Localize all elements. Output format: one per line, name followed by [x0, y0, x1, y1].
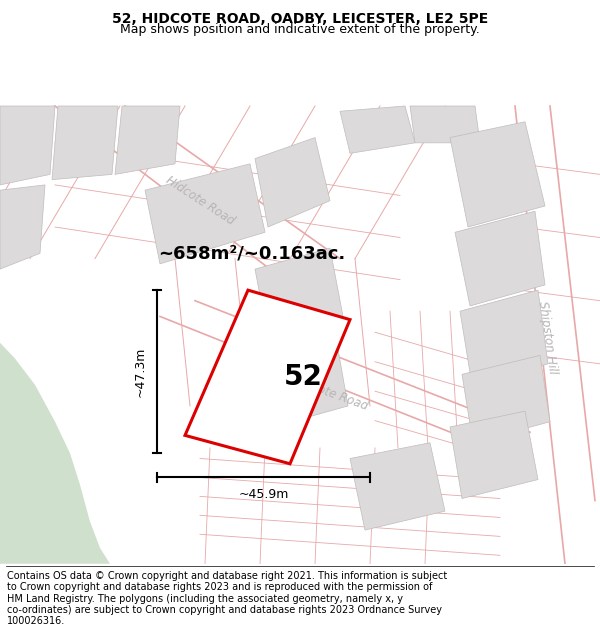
Polygon shape — [350, 442, 445, 530]
Text: ~658m²/~0.163ac.: ~658m²/~0.163ac. — [158, 244, 345, 262]
Polygon shape — [455, 211, 545, 306]
Polygon shape — [115, 106, 180, 174]
Polygon shape — [460, 290, 548, 385]
Polygon shape — [0, 342, 110, 564]
Text: to Crown copyright and database rights 2023 and is reproduced with the permissio: to Crown copyright and database rights 2… — [7, 582, 433, 592]
Text: co-ordinates) are subject to Crown copyright and database rights 2023 Ordnance S: co-ordinates) are subject to Crown copyr… — [7, 605, 442, 615]
Polygon shape — [340, 106, 415, 153]
Polygon shape — [0, 185, 45, 269]
Polygon shape — [145, 164, 265, 264]
Polygon shape — [255, 248, 345, 348]
Polygon shape — [462, 356, 550, 442]
Polygon shape — [52, 106, 118, 179]
Text: ~47.3m: ~47.3m — [134, 346, 147, 397]
Polygon shape — [255, 138, 330, 227]
Polygon shape — [410, 106, 480, 143]
Text: HM Land Registry. The polygons (including the associated geometry, namely x, y: HM Land Registry. The polygons (includin… — [7, 594, 403, 604]
Polygon shape — [450, 411, 538, 499]
Text: Hidcote Road: Hidcote Road — [290, 374, 370, 413]
Text: Hidcote Road: Hidcote Road — [163, 174, 237, 228]
Text: 52, HIDCOTE ROAD, OADBY, LEICESTER, LE2 5PE: 52, HIDCOTE ROAD, OADBY, LEICESTER, LE2 … — [112, 12, 488, 26]
Text: Map shows position and indicative extent of the property.: Map shows position and indicative extent… — [120, 23, 480, 36]
Text: 52: 52 — [284, 363, 323, 391]
Text: Shipston Hill: Shipston Hill — [536, 300, 560, 375]
Polygon shape — [185, 290, 350, 464]
Text: ~45.9m: ~45.9m — [238, 488, 289, 501]
Polygon shape — [260, 332, 348, 427]
Polygon shape — [450, 122, 545, 227]
Text: Contains OS data © Crown copyright and database right 2021. This information is : Contains OS data © Crown copyright and d… — [7, 571, 448, 581]
Text: 100026316.: 100026316. — [7, 616, 65, 625]
Polygon shape — [0, 106, 55, 185]
